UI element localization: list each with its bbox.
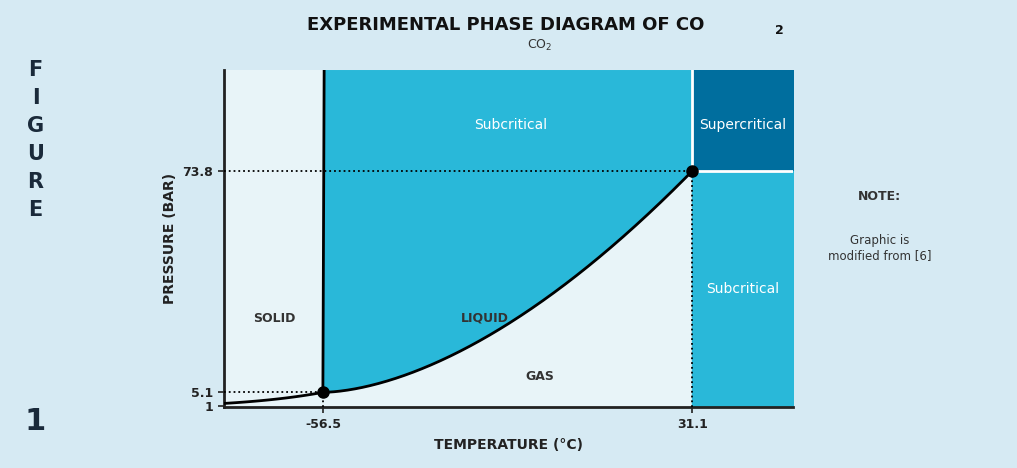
Text: Graphic is
modified from [6]: Graphic is modified from [6]	[828, 234, 932, 262]
Text: 2: 2	[775, 24, 784, 37]
Text: Supercritical: Supercritical	[699, 118, 786, 132]
Text: SOLID: SOLID	[253, 312, 296, 325]
Text: LIQUID: LIQUID	[462, 312, 510, 325]
Y-axis label: PRESSURE (BAR): PRESSURE (BAR)	[163, 173, 177, 304]
Text: 1: 1	[25, 407, 46, 436]
Polygon shape	[322, 70, 693, 392]
Text: GAS: GAS	[526, 370, 554, 383]
Text: Subcritical: Subcritical	[706, 283, 779, 296]
Text: CO$_2$: CO$_2$	[528, 38, 553, 53]
Text: F
I
G
U
R
E: F I G U R E	[27, 60, 44, 220]
Text: Subcritical: Subcritical	[474, 118, 547, 132]
X-axis label: TEMPERATURE (°C): TEMPERATURE (°C)	[434, 438, 583, 452]
Text: NOTE:: NOTE:	[858, 190, 901, 203]
Text: EXPERIMENTAL PHASE DIAGRAM OF CO: EXPERIMENTAL PHASE DIAGRAM OF CO	[307, 16, 704, 34]
